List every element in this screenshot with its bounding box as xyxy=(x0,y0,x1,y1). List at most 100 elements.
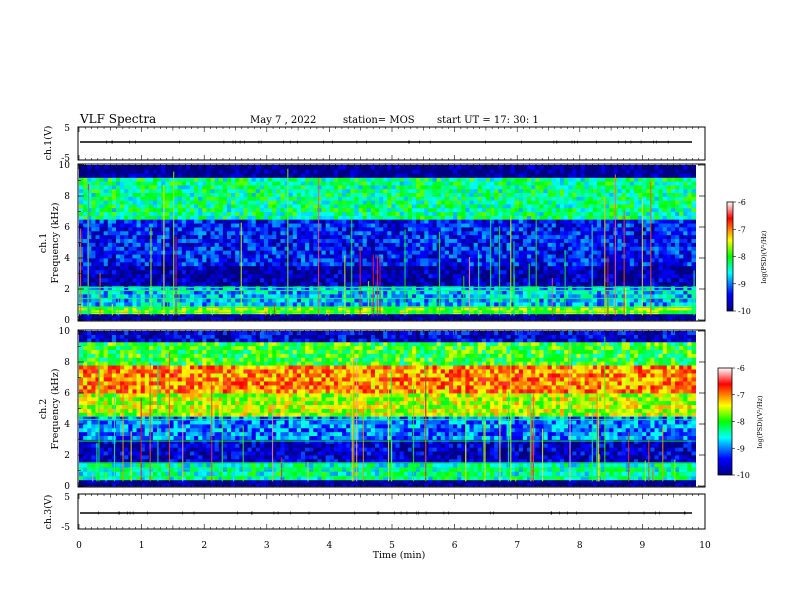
spectrogram-cell xyxy=(296,285,302,291)
spectrogram-cell xyxy=(584,246,590,251)
spectrogram-cell xyxy=(683,277,688,283)
spectrogram-cell xyxy=(510,289,516,295)
spectrogram-cell xyxy=(642,289,647,295)
spectrogram-cell xyxy=(576,316,581,321)
spectrogram-cell xyxy=(457,293,462,299)
spectrogram-cell xyxy=(120,230,125,236)
spectrogram-cell xyxy=(506,285,512,291)
spectrogram-cell xyxy=(317,269,322,275)
spectrogram-cell xyxy=(144,254,150,259)
spectrogram-cell xyxy=(485,313,491,318)
spectrogram-cell xyxy=(490,246,495,251)
spectrogram-cell xyxy=(683,246,688,251)
spectrogram-cell xyxy=(144,204,150,209)
spectrogram-cell xyxy=(465,250,470,255)
spectrogram-cell xyxy=(428,261,433,267)
spectrogram-cell xyxy=(572,223,577,228)
spectrogram-cell xyxy=(555,200,561,205)
spectrogram-cell xyxy=(642,246,647,251)
spectrogram-cell xyxy=(177,207,183,213)
spectrogram-cell xyxy=(424,234,429,240)
spectrogram-cell xyxy=(416,211,421,216)
spectrogram-cell xyxy=(317,316,322,321)
spectrogram-cell xyxy=(670,302,676,307)
spectrogram-cell xyxy=(444,261,450,267)
spectrogram-cell xyxy=(601,281,606,287)
spectrogram-cell xyxy=(87,313,92,318)
spectrogram-cell xyxy=(411,289,417,295)
spectrogram-cell xyxy=(510,265,516,271)
spectrogram-cell xyxy=(391,289,396,295)
spectrogram-cell xyxy=(305,306,310,311)
spectrogram-cell xyxy=(111,281,117,287)
spectrogram-cell xyxy=(222,306,228,311)
spectrogram-cell xyxy=(473,273,479,279)
spectrogram-cell xyxy=(148,215,154,220)
spectrogram-cell xyxy=(362,254,368,259)
spectrogram-cell xyxy=(683,306,688,311)
spectrogram-cell xyxy=(124,219,129,224)
spectrogram-cell xyxy=(403,238,409,243)
spectrogram-cell xyxy=(646,316,651,321)
spectrogram-cell xyxy=(120,200,125,205)
spectrogram-cell xyxy=(342,196,347,201)
spectrogram-cell xyxy=(646,254,651,259)
spectrogram-cell xyxy=(510,242,516,247)
spectrogram-cell xyxy=(588,250,594,255)
spectrogram-cell xyxy=(539,227,544,232)
spectrogram-cell xyxy=(387,215,392,220)
spectrogram-cell xyxy=(683,242,688,247)
spectrogram-cell xyxy=(280,306,285,311)
spectrogram-cell xyxy=(292,302,298,307)
spectrogram-cell xyxy=(473,215,479,220)
spectrogram-cell xyxy=(218,238,224,243)
spectrogram-cell xyxy=(231,297,236,303)
spectrogram-cell xyxy=(374,200,380,205)
spectrogram-cell xyxy=(157,242,162,247)
spectrogram-cell xyxy=(152,265,158,271)
spectrogram-cell xyxy=(251,316,257,321)
spectrogram-cell xyxy=(255,293,261,299)
spectrogram-cell xyxy=(292,281,298,287)
spectrogram-cell xyxy=(87,227,92,232)
spectrogram-cell xyxy=(527,242,532,247)
spectrogram-cell xyxy=(358,200,364,205)
spectrogram-cell xyxy=(288,289,294,295)
spectrogram-cell xyxy=(337,316,343,321)
spectrogram-cell xyxy=(144,258,150,263)
spectrogram-cell xyxy=(276,219,281,224)
spectrogram-cell xyxy=(235,258,240,263)
spectrogram-cell xyxy=(461,230,466,236)
spectrogram-cell xyxy=(399,261,405,267)
spectrogram-cell xyxy=(284,258,290,263)
spectrogram-cell xyxy=(272,316,277,321)
spectrogram-cell xyxy=(596,261,602,267)
spectrogram-cell xyxy=(514,277,520,283)
spectrogram-cell xyxy=(83,207,88,213)
spectrogram-cell xyxy=(173,215,179,220)
spectrogram-cell xyxy=(358,246,364,251)
spectrogram-cell xyxy=(317,219,322,224)
spectrogram-cell xyxy=(629,254,635,259)
spectrogram-cell xyxy=(687,302,692,307)
spectrogram-cell xyxy=(194,200,199,205)
spectrogram-cell xyxy=(313,200,318,205)
ch1-waveform-panel: 5 -5 ch.1(V) xyxy=(43,124,706,164)
spectrogram-cell xyxy=(206,254,211,259)
spectrogram-cell xyxy=(691,219,697,224)
spectrogram-cell xyxy=(206,285,211,291)
spectrogram-cell xyxy=(325,242,331,247)
spectrogram-cell xyxy=(337,302,343,307)
spectrogram-cell xyxy=(485,265,491,271)
spectrogram-cell xyxy=(625,258,631,263)
spectrogram-cell xyxy=(514,265,520,271)
spectrogram-cell xyxy=(428,281,433,287)
spectrogram-cell xyxy=(609,242,614,247)
spectrogram-cell xyxy=(247,204,253,209)
spectrogram-cell xyxy=(222,250,228,255)
spectrogram-cell xyxy=(411,215,417,220)
spectrogram-cell xyxy=(95,293,100,299)
spectrogram-cell xyxy=(165,246,170,251)
spectrogram-cell xyxy=(103,250,109,255)
spectrogram-cell xyxy=(662,313,668,318)
